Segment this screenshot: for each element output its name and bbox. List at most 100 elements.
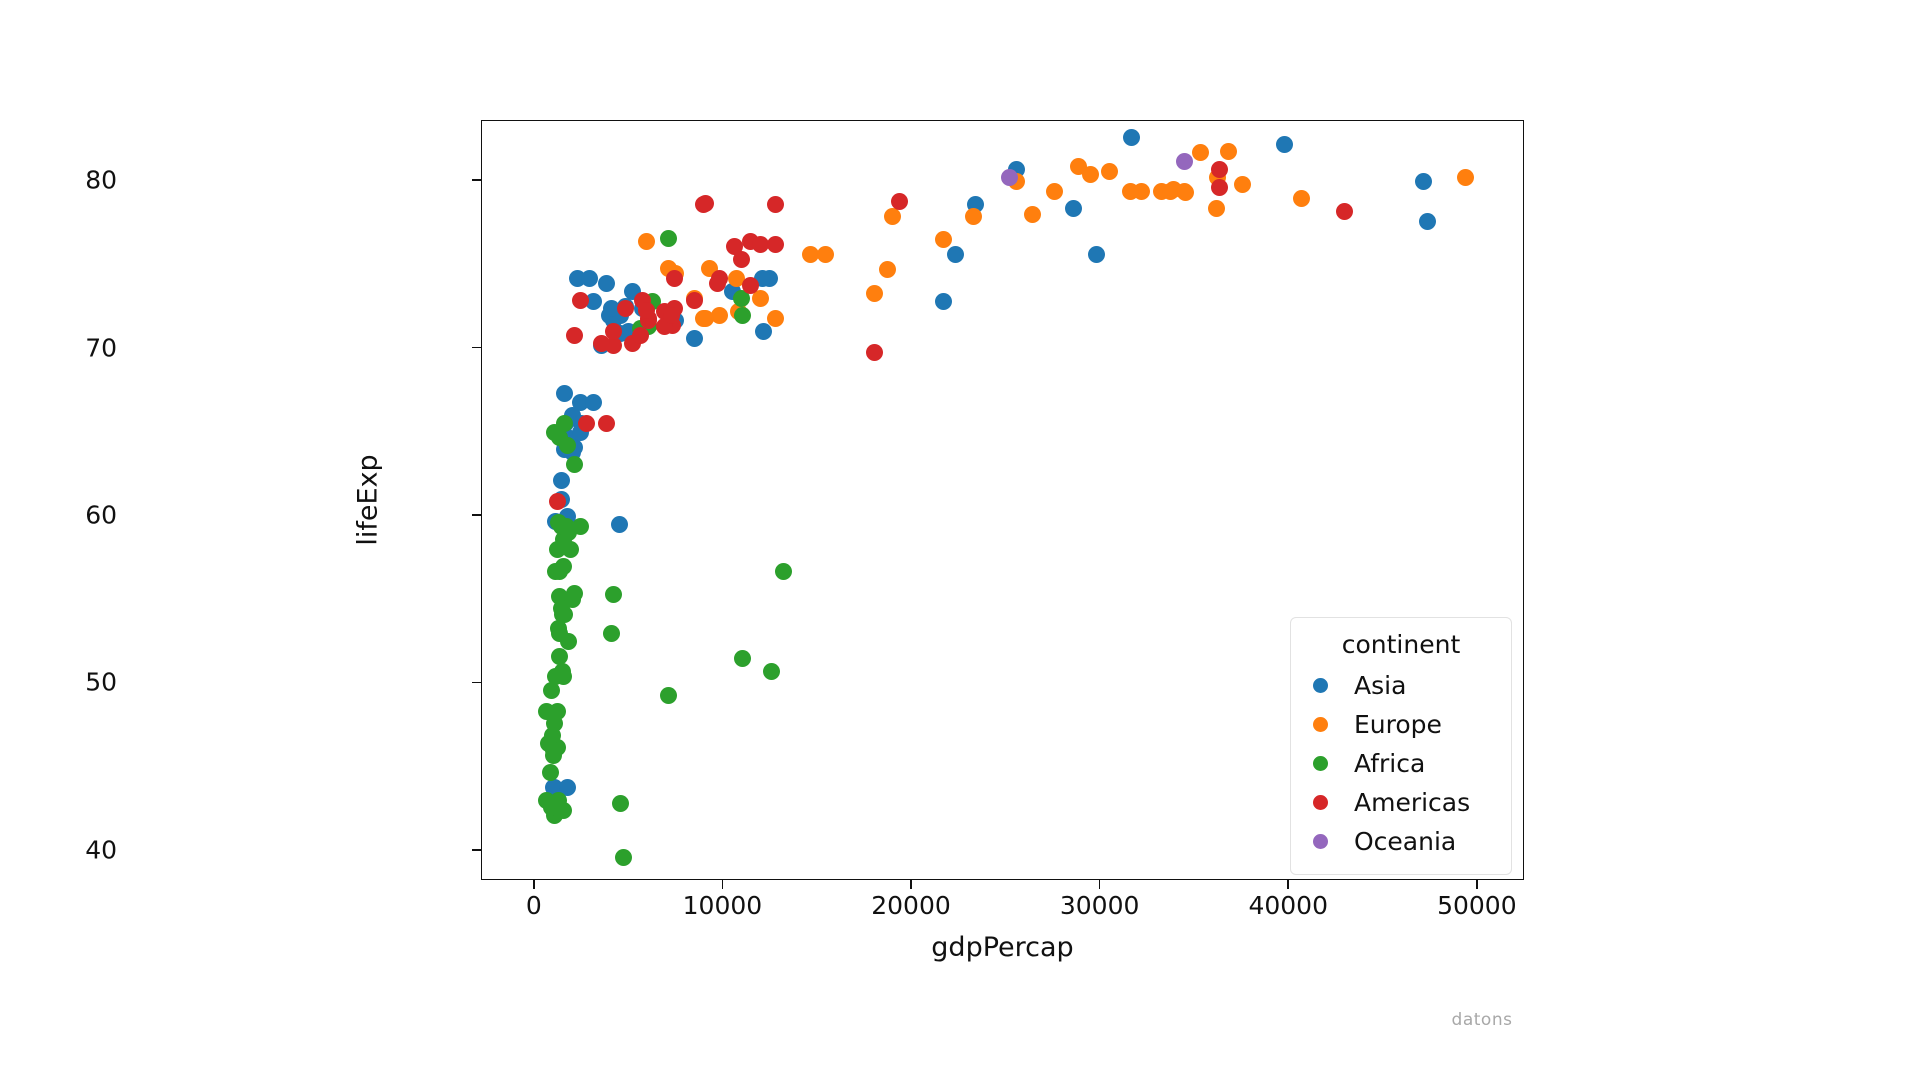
- scatter-point: [605, 586, 623, 604]
- scatter-point: [1175, 152, 1193, 170]
- x-tick-mark: [721, 880, 724, 889]
- scatter-point: [572, 517, 590, 535]
- figure-canvas: lifeExp 0 10000 20000 30000 40000 50000 40 50 6…: [85, 120, 1524, 1030]
- scatter-point: [603, 624, 621, 642]
- scatter-point: [964, 207, 982, 225]
- scatter-point: [548, 798, 566, 816]
- y-axis-label: lifeExp: [352, 454, 384, 546]
- scatter-point: [1121, 182, 1139, 200]
- y-tick-label: 60: [85, 500, 117, 530]
- scatter-point: [1336, 202, 1354, 220]
- scatter-point: [710, 306, 728, 324]
- scatter-point: [585, 393, 603, 411]
- scatter-point: [549, 703, 567, 721]
- legend-item-label: Oceania: [1354, 827, 1457, 857]
- scatter-point: [598, 415, 616, 433]
- scatter-point: [685, 330, 703, 348]
- watermark: datons: [1451, 1010, 1513, 1030]
- scatter-point: [1161, 182, 1179, 200]
- legend-swatch-icon: [1313, 756, 1328, 772]
- x-tick-label: 20000: [871, 891, 951, 920]
- y-tick-mark: [472, 681, 481, 684]
- scatter-point: [934, 231, 952, 249]
- legend-item-label: Europe: [1354, 710, 1442, 740]
- plot-area: [481, 120, 1524, 880]
- x-tick-label: 50000: [1437, 891, 1517, 920]
- scatter-point: [552, 599, 570, 617]
- scatter-point: [816, 246, 834, 264]
- scatter-point: [1123, 129, 1141, 147]
- scatter-point: [556, 385, 574, 403]
- scatter-point: [865, 343, 883, 361]
- scatter-point: [660, 229, 678, 247]
- scatter-point: [741, 276, 759, 294]
- scatter-point: [1207, 199, 1225, 217]
- scatter-point: [580, 269, 598, 287]
- scatter-point: [802, 246, 820, 264]
- scatter-point: [611, 795, 629, 813]
- scatter-point: [726, 238, 744, 256]
- scatter-point: [934, 293, 952, 311]
- scatter-point: [1211, 161, 1229, 179]
- legend-item-europe[interactable]: Europe: [1305, 705, 1497, 744]
- scatter-point: [1082, 166, 1100, 184]
- legend-item-oceania[interactable]: Oceania: [1305, 822, 1497, 861]
- scatter-point: [734, 649, 752, 667]
- y-tick-label: 40: [85, 835, 117, 865]
- scatter-point: [558, 778, 576, 796]
- scatter-point: [545, 741, 563, 759]
- scatter-point: [1457, 169, 1475, 187]
- scatter-point: [1088, 246, 1106, 264]
- scatter-point: [865, 284, 883, 302]
- legend-swatch-icon: [1313, 678, 1328, 694]
- x-tick-mark: [1476, 880, 1478, 889]
- scatter-point: [666, 269, 684, 287]
- legend-entries: Asia Europe Africa Americas Oceania: [1305, 666, 1497, 861]
- scatter-point: [548, 492, 566, 510]
- scatter-point: [727, 269, 745, 287]
- scatter-point: [555, 557, 573, 575]
- scatter-point: [732, 251, 750, 269]
- scatter-point: [541, 763, 559, 781]
- scatter-point: [1024, 206, 1042, 224]
- scatter-point: [1211, 179, 1229, 197]
- scatter-point: [1065, 199, 1083, 217]
- scatter-point: [552, 472, 570, 490]
- x-tick-mark: [533, 880, 535, 889]
- legend-swatch-icon: [1313, 795, 1328, 811]
- legend-item-label: Asia: [1354, 671, 1407, 701]
- scatter-point: [610, 515, 628, 533]
- scatter-point: [638, 233, 656, 251]
- scatter-point: [947, 246, 965, 264]
- scatter-point: [572, 393, 590, 411]
- scatter-point: [732, 289, 750, 307]
- x-tick-label: 0: [525, 891, 542, 920]
- scatter-point: [1293, 189, 1311, 207]
- scatter-point: [604, 323, 622, 341]
- legend-swatch-icon: [1313, 717, 1328, 733]
- x-tick-mark: [1287, 880, 1290, 889]
- scatter-point: [878, 261, 896, 279]
- y-tick-mark: [472, 514, 481, 516]
- scatter-point: [1001, 169, 1019, 187]
- scatter-point: [733, 306, 751, 324]
- y-tick-mark: [472, 346, 481, 349]
- scatter-point: [1176, 184, 1194, 202]
- legend-item-americas[interactable]: Americas: [1305, 783, 1497, 822]
- scatter-point: [565, 326, 583, 344]
- scatter-point: [695, 310, 713, 328]
- y-tick-label: 50: [85, 667, 117, 697]
- legend-item-africa[interactable]: Africa: [1305, 744, 1497, 783]
- legend-item-label: Africa: [1354, 749, 1426, 779]
- x-tick-label: 40000: [1248, 891, 1328, 920]
- scatter-point: [1191, 144, 1209, 162]
- x-tick-mark: [910, 880, 912, 889]
- scatter-point: [1415, 172, 1433, 190]
- scatter-point: [617, 299, 635, 317]
- scatter-point: [767, 236, 785, 254]
- scatter-point: [884, 207, 902, 225]
- legend-swatch-icon: [1313, 834, 1328, 850]
- legend-item-asia[interactable]: Asia: [1305, 666, 1497, 705]
- legend-title: continent: [1341, 630, 1461, 659]
- legend-item-label: Americas: [1354, 788, 1471, 818]
